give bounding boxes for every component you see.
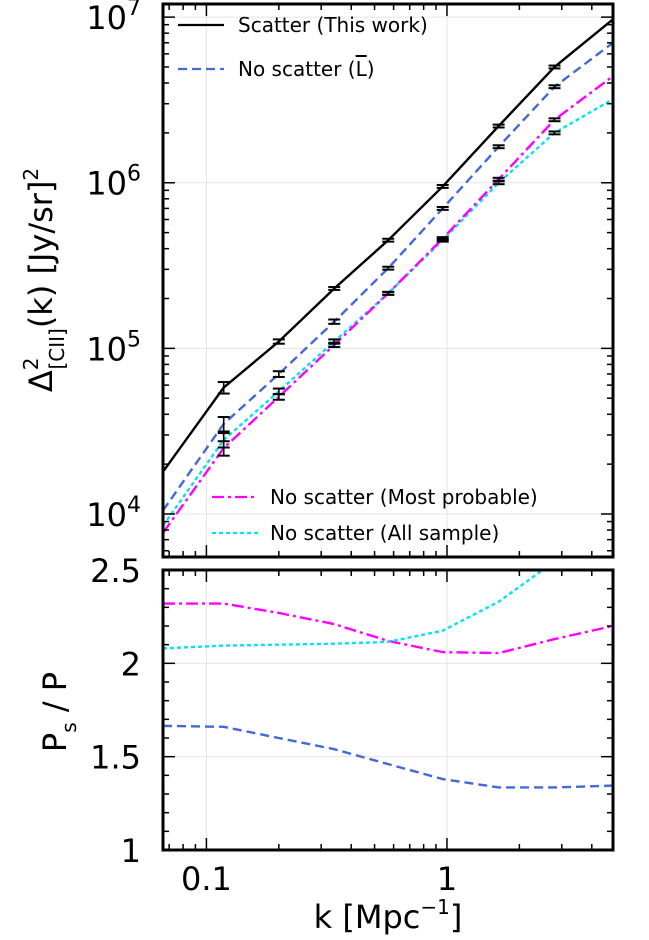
y-tick-label: 1.5 — [90, 739, 141, 777]
xlabel-main: k [Mpc — [314, 898, 421, 936]
top-panel-grid — [163, 4, 613, 557]
ratio-line-2 — [163, 570, 545, 650]
top-ylabel-delta: Δ — [22, 370, 60, 392]
top-panel-frame — [161, 2, 615, 559]
bottom-y-axis-label: Ps / P — [36, 672, 81, 752]
top-panel-error-bars — [217, 64, 561, 457]
legend-label-all-sample: No scatter (All sample) — [270, 521, 499, 545]
top-ylabel-sub: [CII] — [45, 328, 69, 369]
y-tick-label: 2.5 — [90, 552, 141, 590]
xlabel-sup: −1 — [420, 895, 449, 919]
series-line-1 — [162, 41, 614, 512]
xlabel-close: ] — [450, 898, 462, 936]
legend-top-left: Scatter (This work) No scatter (L) — [178, 13, 428, 81]
y-tick-label: 2 — [121, 645, 141, 683]
legend-label-noscatter-suffix: ) — [367, 57, 375, 81]
y-tick-label: 1 — [121, 832, 141, 870]
bottom-series-clip — [163, 570, 613, 789]
top-ylabel-sup2: 2 — [19, 168, 43, 181]
x-tick-label: 1 — [437, 860, 457, 898]
legend-bottom-right: No scatter (Most probable) No scatter (A… — [212, 485, 538, 545]
bottom-panel-series — [163, 570, 613, 789]
top-ylabel-sup: 2 — [19, 358, 43, 371]
legend-label-noscatter-lbar: No scatter (L) — [238, 57, 375, 81]
legend-label-scatter: Scatter (This work) — [238, 13, 428, 37]
ratio-line-0 — [163, 724, 613, 789]
bottom-ylabel-rest: / P — [36, 672, 74, 722]
legend-label-noscatter-prefix: No scatter ( — [238, 57, 356, 81]
top-y-axis-label: Δ2 [CII](k) [Jy/sr]2 — [19, 168, 69, 392]
ratio-line-1 — [163, 602, 613, 655]
legend-label-most-probable: No scatter (Most probable) — [270, 485, 538, 509]
x-tick-label: 0.1 — [181, 860, 232, 898]
x-axis-label: k [Mpc−1] — [314, 895, 463, 936]
legend-label-lbar: L — [356, 57, 368, 81]
top-ylabel-rest: (k) [Jy/sr] — [22, 181, 60, 329]
y-tick-label: 107 — [86, 0, 141, 37]
y-tick-label: 105 — [86, 327, 141, 368]
y-tick-label: 104 — [86, 493, 141, 534]
bottom-panel-frame — [161, 568, 615, 852]
bottom-ylabel-sub: s — [57, 722, 81, 732]
bottom-ylabel-P: P — [36, 733, 74, 752]
y-tick-label: 106 — [86, 162, 141, 203]
